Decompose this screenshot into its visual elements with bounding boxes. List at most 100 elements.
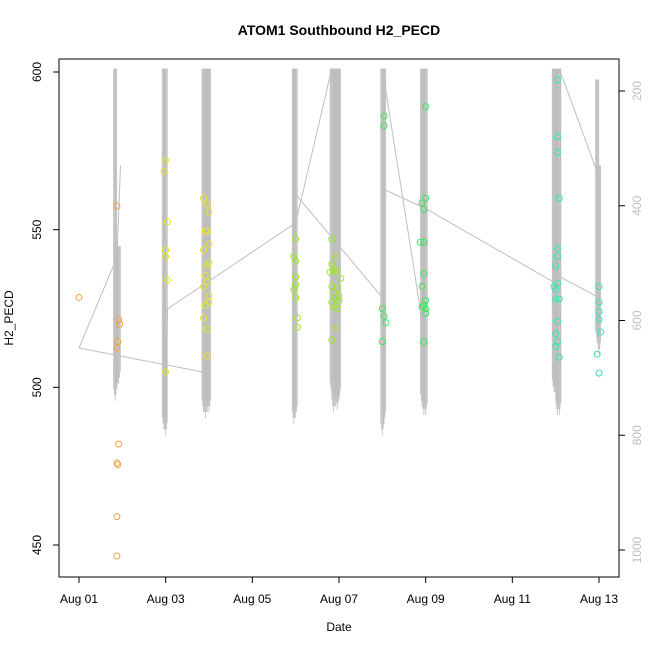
y-tick-label: 450	[30, 535, 44, 555]
data-point	[553, 317, 561, 325]
data-point	[203, 352, 211, 360]
x-tick-label: Aug 01	[60, 592, 98, 606]
data-point	[328, 298, 336, 306]
y-axis: 450 500 550 600	[30, 62, 59, 555]
data-point	[333, 267, 341, 275]
data-point	[595, 298, 603, 306]
data-point	[163, 218, 171, 226]
profile-lines-layer	[78, 68, 601, 436]
data-point	[330, 303, 338, 311]
data-point	[328, 336, 336, 344]
x-tick-label: Aug 03	[147, 592, 185, 606]
data-point	[293, 314, 301, 322]
data-point	[292, 281, 300, 289]
data-point	[201, 271, 209, 279]
data-point	[420, 270, 428, 278]
data-point	[378, 305, 386, 312]
data-point	[203, 200, 211, 208]
data-point	[420, 338, 428, 346]
data-point	[420, 238, 428, 246]
x-axis: Aug 01 Aug 03 Aug 05 Aug 07 Aug 09 Aug 11 Aug …	[60, 576, 618, 606]
data-point	[553, 245, 561, 253]
data-point	[382, 319, 390, 327]
profile-line-4	[295, 193, 383, 298]
data-point	[203, 278, 211, 286]
data-point	[422, 305, 430, 312]
data-point	[162, 156, 170, 164]
x-tick-label: Aug 07	[320, 592, 358, 606]
data-point	[293, 323, 301, 331]
data-point	[113, 459, 121, 467]
data-point	[422, 297, 430, 305]
data-point	[292, 235, 300, 243]
data-point	[422, 103, 430, 111]
data-point	[200, 246, 208, 254]
data-point	[595, 282, 603, 290]
data-point	[422, 194, 430, 202]
data-point	[113, 202, 121, 210]
data-point	[163, 276, 171, 284]
data-point	[555, 353, 563, 361]
profile-line-5	[382, 188, 556, 284]
data-point	[418, 303, 426, 311]
data-point	[200, 194, 208, 202]
y-tick-label: 600	[30, 62, 44, 82]
data-point	[422, 309, 430, 317]
data-point	[552, 262, 560, 270]
y2-tick-label: 600	[630, 310, 644, 330]
data-point	[553, 76, 561, 84]
data-points-layer	[75, 76, 605, 560]
data-point	[290, 252, 298, 260]
x-tick-label: Aug 09	[407, 592, 445, 606]
data-point	[200, 282, 208, 290]
data-point	[597, 328, 605, 336]
data-point	[200, 314, 208, 322]
y2-tick-label: 400	[630, 195, 644, 215]
data-point	[552, 342, 560, 350]
data-point	[380, 312, 388, 320]
data-point	[593, 350, 601, 358]
data-point	[330, 289, 338, 297]
data-point	[337, 275, 345, 283]
data-point	[333, 305, 341, 312]
data-point	[115, 316, 123, 324]
data-point	[328, 235, 336, 243]
data-point	[553, 338, 561, 346]
data-point	[595, 316, 603, 324]
data-point	[75, 293, 83, 301]
data-point	[378, 338, 386, 346]
data-point	[292, 273, 300, 281]
data-point	[553, 148, 561, 156]
data-point	[595, 369, 603, 377]
y-axis-label: H2_PECD	[2, 290, 16, 346]
profile-line-8	[558, 68, 600, 178]
data-point	[116, 320, 124, 328]
data-point	[292, 293, 300, 301]
secondary-y-axis: 200 400 600 800 1000	[619, 81, 644, 563]
data-point	[555, 194, 563, 202]
data-point	[553, 133, 561, 141]
data-point	[162, 368, 170, 376]
data-point	[555, 295, 563, 303]
data-point	[552, 295, 560, 303]
profile-line-1	[78, 165, 122, 349]
data-point	[115, 440, 123, 448]
data-point	[113, 344, 121, 352]
data-point	[205, 240, 213, 248]
data-point	[203, 227, 211, 235]
data-point	[333, 284, 341, 292]
data-point	[416, 238, 424, 246]
data-point	[203, 325, 211, 333]
data-point	[328, 260, 336, 268]
data-point	[553, 252, 561, 260]
data-point	[205, 208, 213, 216]
data-point	[160, 167, 168, 175]
data-point	[205, 298, 213, 306]
data-point	[418, 282, 426, 290]
x-axis-label: Date	[326, 620, 352, 634]
y2-tick-label: 1000	[630, 536, 644, 563]
data-point	[595, 308, 603, 316]
data-point	[418, 199, 426, 207]
